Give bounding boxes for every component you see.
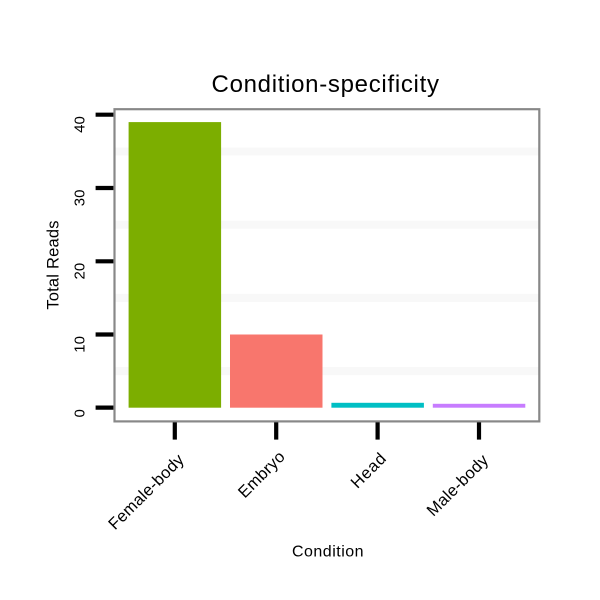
svg-text:Condition: Condition: [292, 544, 364, 561]
svg-text:20: 20: [72, 263, 89, 280]
svg-text:Total Reads: Total Reads: [44, 220, 62, 309]
svg-text:10: 10: [72, 336, 89, 353]
svg-text:0: 0: [72, 409, 89, 417]
svg-text:30: 30: [72, 190, 89, 207]
svg-text:Condition-specificity: Condition-specificity: [212, 71, 440, 98]
svg-text:40: 40: [72, 116, 89, 133]
